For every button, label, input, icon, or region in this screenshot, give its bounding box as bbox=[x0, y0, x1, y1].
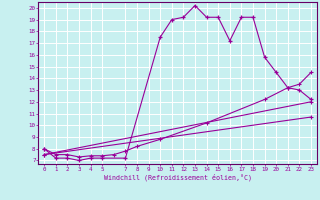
X-axis label: Windchill (Refroidissement éolien,°C): Windchill (Refroidissement éolien,°C) bbox=[104, 173, 252, 181]
